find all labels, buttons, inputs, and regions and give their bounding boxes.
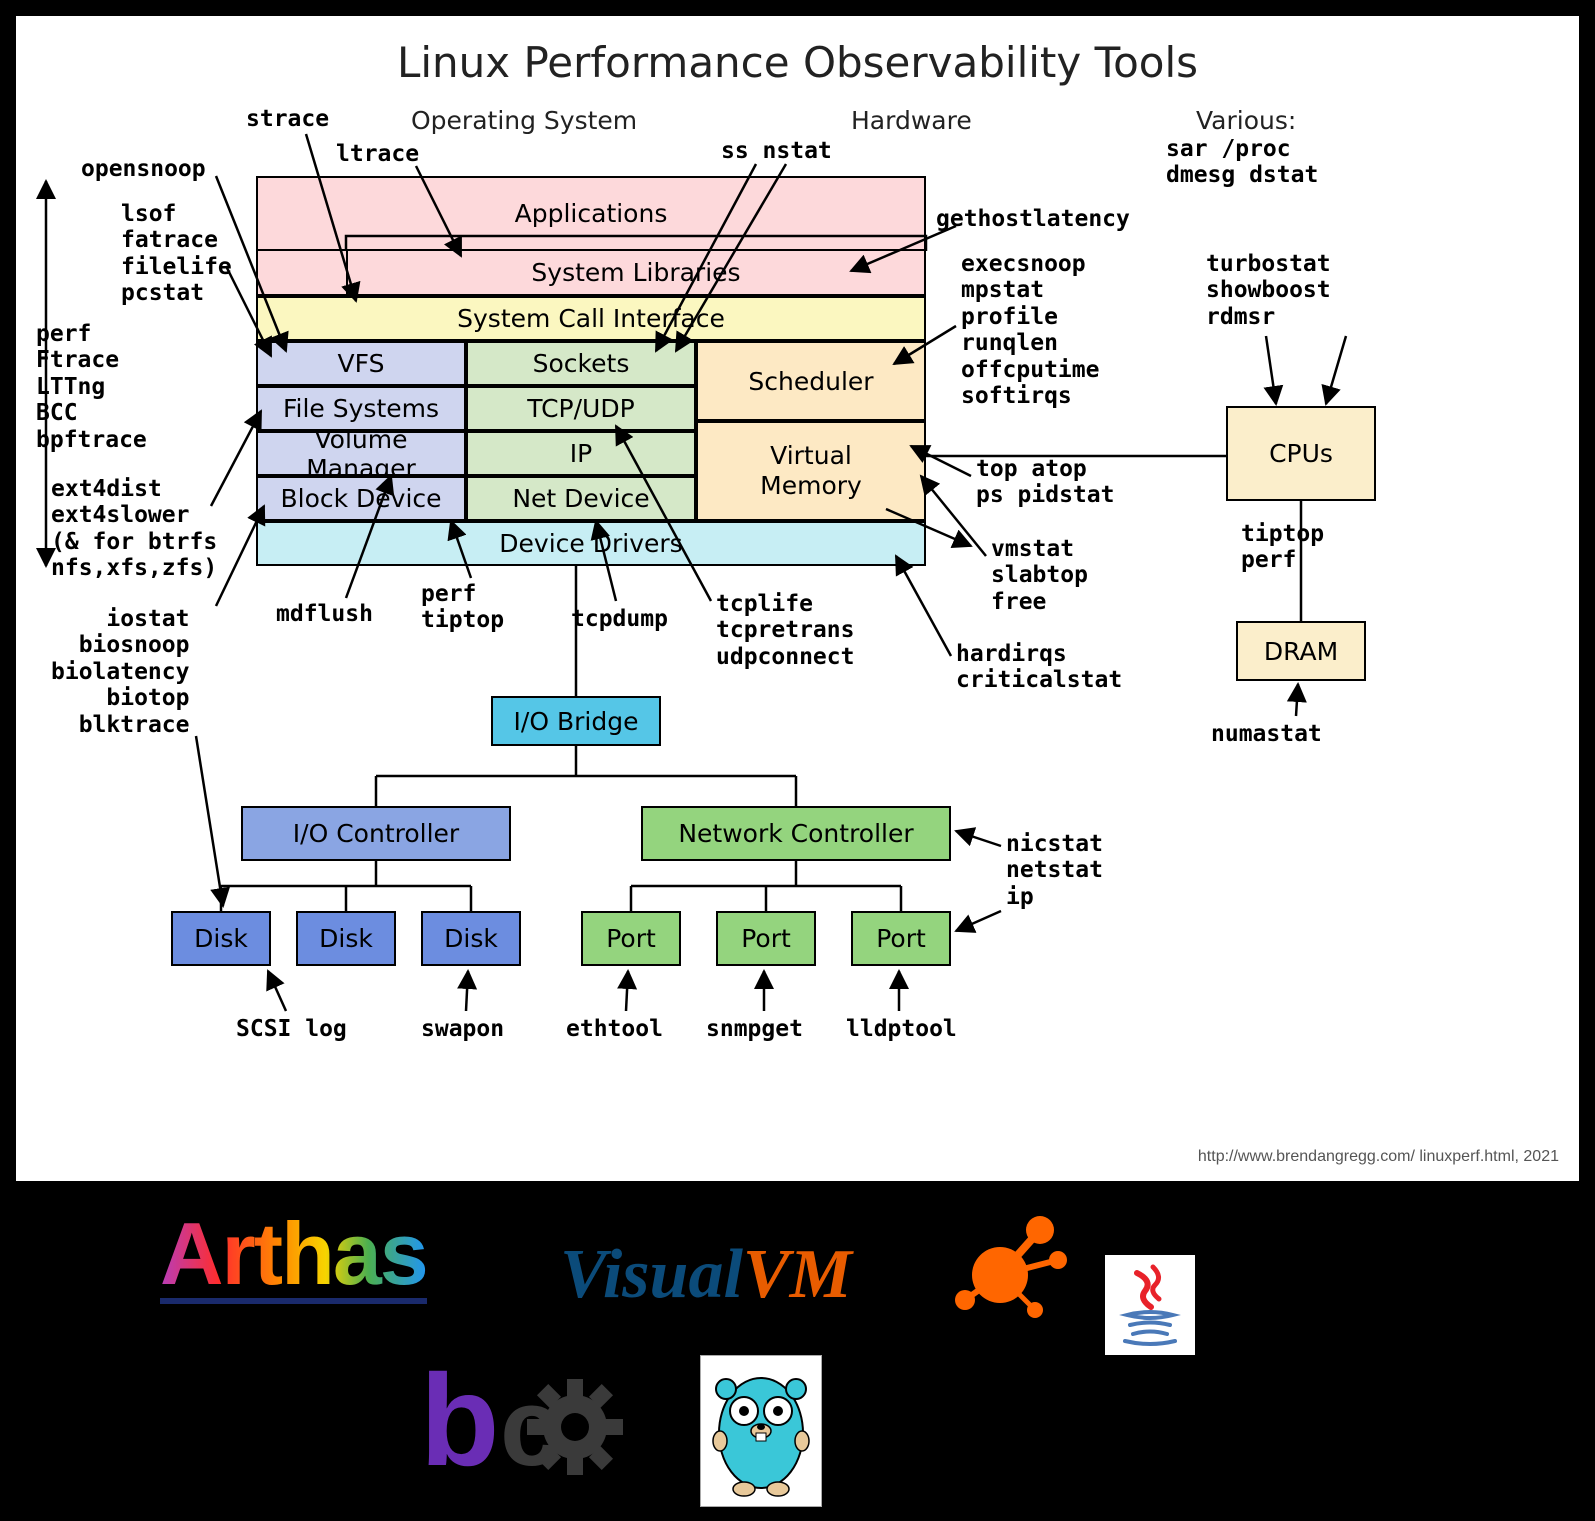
bcc-icon: b c — [420, 1355, 640, 1505]
box-disk-1: Disk — [171, 911, 271, 966]
svg-text:b: b — [420, 1355, 499, 1493]
box-device-drivers: Device Drivers — [256, 521, 926, 566]
box-applications: Applications — [256, 176, 926, 251]
label-ltrace: ltrace — [336, 141, 419, 167]
label-ss-nstat: ss nstat — [721, 138, 832, 164]
label-nicstat-group: nicstat netstat ip — [1006, 831, 1103, 910]
label-strace: strace — [246, 106, 329, 132]
box-system-libraries: System Libraries — [346, 251, 926, 296]
label-various-tools: sar /proc dmesg dstat — [1166, 136, 1318, 189]
box-port-2: Port — [716, 911, 816, 966]
label-opensnoop: opensnoop — [81, 156, 206, 182]
label-tiptop-perf: tiptop perf — [1241, 521, 1324, 574]
box-disk-3: Disk — [421, 911, 521, 966]
label-lsof-group: lsof fatrace filelife pcstat — [121, 201, 232, 307]
page-title: Linux Performance Observability Tools — [16, 38, 1579, 87]
header-hardware: Hardware — [851, 106, 972, 135]
label-swapon: swapon — [421, 1016, 504, 1042]
label-lldptool: lldptool — [846, 1016, 957, 1042]
logo-visualvm: VisualVM — [560, 1240, 852, 1310]
label-scsi-log: SCSI log — [236, 1016, 347, 1042]
box-port-3: Port — [851, 911, 951, 966]
label-iostat-group: iostat biosnoop biolatency biotop blktra… — [51, 606, 189, 738]
box-io-controller: I/O Controller — [241, 806, 511, 861]
box-disk-2: Disk — [296, 911, 396, 966]
diagram-frame: Linux Performance Observability Tools Op… — [15, 15, 1580, 1182]
box-syslib-gutter — [256, 251, 346, 296]
label-tcpdump: tcpdump — [571, 606, 668, 632]
label-vmstat-group: vmstat slabtop free — [991, 536, 1088, 615]
gopher-icon — [706, 1361, 816, 1501]
label-ext4-group: ext4dist ext4slower (& for btrfs nfs,xfs… — [51, 476, 217, 582]
box-ip: IP — [466, 431, 696, 476]
label-perf-tiptop: perf tiptop — [421, 581, 504, 634]
visualvm-splat-icon — [940, 1200, 1080, 1330]
logo-arthas: Arthas — [160, 1210, 427, 1304]
box-syscall: System Call Interface — [256, 296, 926, 341]
label-ethtool: ethtool — [566, 1016, 663, 1042]
box-vfs: VFS — [256, 341, 466, 386]
logo-bcc: b c — [420, 1355, 640, 1510]
canvas: Linux Performance Observability Tools Op… — [0, 0, 1595, 1521]
box-volume-manager: Volume Manager — [256, 431, 466, 476]
label-tcplife-group: tcplife tcpretrans udpconnect — [716, 591, 854, 670]
box-network-controller: Network Controller — [641, 806, 951, 861]
box-virtual-memory: Virtual Memory — [696, 421, 926, 521]
label-gethostlatency: gethostlatency — [936, 206, 1130, 232]
header-os: Operating System — [411, 106, 637, 135]
box-dram: DRAM — [1236, 621, 1366, 681]
logo-java — [1105, 1255, 1195, 1355]
box-block-device: Block Device — [256, 476, 466, 521]
box-io-bridge: I/O Bridge — [491, 696, 661, 746]
label-hardirqs-group: hardirqs criticalstat — [956, 641, 1122, 694]
label-snmpget: snmpget — [706, 1016, 803, 1042]
label-turbostat-group: turbostat showboost rdmsr — [1206, 251, 1331, 330]
label-mdflush: mdflush — [276, 601, 373, 627]
header-various: Various: — [1196, 106, 1296, 135]
box-cpus: CPUs — [1226, 406, 1376, 501]
label-perf-group: perf Ftrace LTTng BCC bpftrace — [36, 321, 147, 453]
box-scheduler: Scheduler — [696, 341, 926, 421]
logo-visualvm-text-b: VM — [743, 1236, 852, 1313]
label-numastat: numastat — [1211, 721, 1322, 747]
box-tcp-udp: TCP/UDP — [466, 386, 696, 431]
box-net-device: Net Device — [466, 476, 696, 521]
box-sockets: Sockets — [466, 341, 696, 386]
logo-visualvm-text-a: Visual — [560, 1236, 743, 1313]
attribution: http://www.brendangregg.com/ linuxperf.h… — [1198, 1147, 1559, 1166]
logo-gopher — [700, 1355, 822, 1507]
box-port-1: Port — [581, 911, 681, 966]
label-execsnoop-group: execsnoop mpstat profile runqlen offcput… — [961, 251, 1099, 410]
label-top-group: top atop ps pidstat — [976, 456, 1114, 509]
java-icon — [1115, 1263, 1185, 1348]
